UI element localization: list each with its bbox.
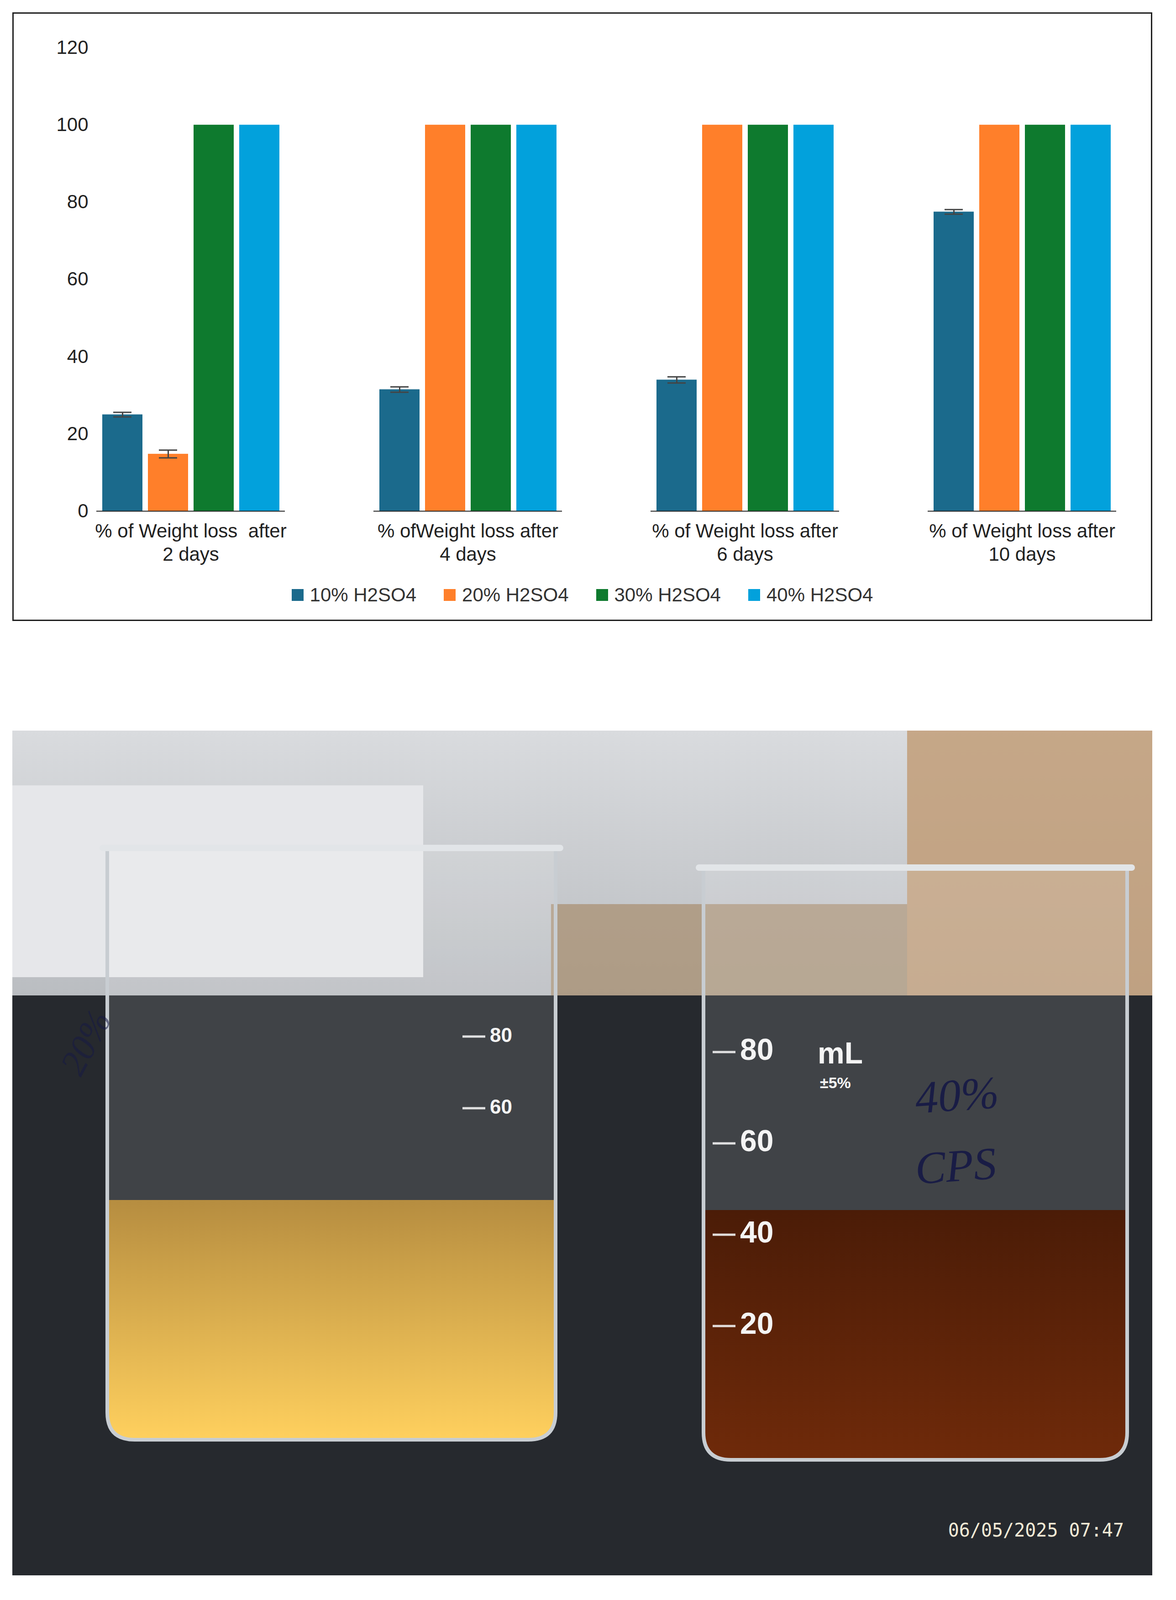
svg-text:120: 120	[56, 36, 89, 58]
svg-text:% of Weight loss after10 days: % of Weight loss after10 days	[929, 519, 1116, 565]
svg-text:80: 80	[489, 1023, 513, 1046]
svg-text:40%: 40%	[913, 1066, 1001, 1124]
svg-text:06/05/2025 07:47: 06/05/2025 07:47	[948, 1519, 1124, 1541]
svg-text:20: 20	[67, 422, 89, 445]
svg-text:% of Weight loss after2 days: % of Weight loss after2 days	[94, 519, 287, 565]
svg-text:% of Weight loss after6 days: % of Weight loss after6 days	[651, 519, 839, 565]
svg-text:80: 80	[67, 190, 89, 213]
svg-text:60: 60	[740, 1123, 774, 1158]
svg-text:80: 80	[740, 1032, 774, 1066]
svg-text:CPS: CPS	[913, 1137, 998, 1194]
html-text:40% H2SO4: 40% H2SO4	[766, 583, 874, 606]
svg-text:0: 0	[77, 499, 89, 522]
html-text:30% H2SO4: 30% H2SO4	[614, 583, 721, 606]
svg-text:40: 40	[67, 345, 89, 368]
svg-text:% ofWeight loss after4 days: % ofWeight loss after4 days	[377, 519, 559, 565]
svg-text:100: 100	[56, 113, 89, 136]
svg-text:40: 40	[740, 1214, 774, 1249]
svg-text:20%: 20%	[52, 1002, 120, 1082]
html-text:10% H2SO4: 10% H2SO4	[309, 583, 417, 606]
svg-text:±5%: ±5%	[819, 1073, 851, 1092]
svg-text:60: 60	[67, 267, 89, 290]
svg-text:mL: mL	[817, 1035, 863, 1070]
svg-text:20: 20	[740, 1306, 774, 1340]
svg-text:60: 60	[489, 1095, 513, 1118]
html-text:20% H2SO4: 20% H2SO4	[462, 583, 569, 606]
